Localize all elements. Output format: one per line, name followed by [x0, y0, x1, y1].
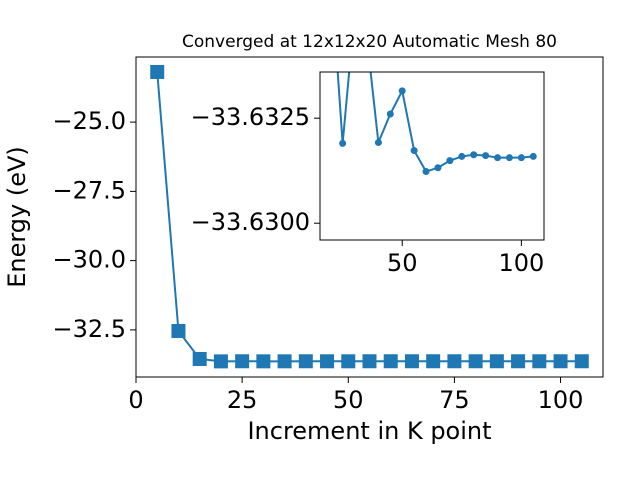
- marker: [529, 152, 537, 160]
- y-tick-label: −33.6300: [191, 208, 310, 236]
- marker: [553, 354, 568, 369]
- marker: [511, 354, 526, 369]
- data-layer: [336, 10, 537, 176]
- marker: [489, 354, 504, 369]
- y-tick-label: −32.5: [52, 315, 126, 343]
- marker: [386, 110, 394, 118]
- y-axis-label: Energy (eV): [3, 146, 31, 288]
- marker: [458, 152, 466, 160]
- x-tick-label: 100: [538, 386, 584, 414]
- marker: [517, 154, 525, 162]
- chart-title: Converged at 12x12x20 Automatic Mesh 80: [182, 32, 557, 52]
- marker: [374, 139, 382, 147]
- x-tick-label: 50: [333, 386, 364, 414]
- y-tick-label: −30.0: [52, 246, 126, 274]
- x-tick-label: 75: [439, 386, 470, 414]
- marker: [398, 87, 406, 95]
- x-tick-label: 100: [498, 249, 544, 277]
- x-tick-label: 50: [387, 249, 418, 277]
- plot-area: 50 100 −33.6325 −33.6300: [191, 10, 545, 277]
- marker: [505, 154, 513, 162]
- marker: [404, 354, 419, 369]
- marker: [482, 152, 490, 160]
- marker: [574, 354, 589, 369]
- y-tick-label: −33.6325: [191, 103, 310, 131]
- y-tick-label: −25.0: [52, 107, 126, 135]
- marker: [422, 168, 430, 176]
- marker: [434, 164, 442, 172]
- marker: [171, 324, 186, 339]
- marker: [446, 157, 454, 165]
- marker: [339, 139, 347, 147]
- marker: [410, 147, 418, 155]
- x-axis-label: Increment in K point: [247, 417, 491, 445]
- marker: [150, 64, 165, 79]
- marker: [341, 354, 356, 369]
- axes-frame: [135, 56, 604, 378]
- marker: [362, 354, 377, 369]
- marker: [277, 354, 292, 369]
- marker: [494, 154, 502, 162]
- x-tick-label: 25: [227, 386, 258, 414]
- marker: [320, 354, 335, 369]
- marker: [298, 354, 313, 369]
- marker: [426, 354, 441, 369]
- marker: [532, 354, 547, 369]
- marker: [447, 354, 462, 369]
- marker: [351, 10, 358, 17]
- marker: [235, 354, 250, 369]
- marker: [213, 354, 228, 369]
- marker: [383, 354, 398, 369]
- axes-frame: [319, 71, 545, 241]
- x-tick-label: 0: [128, 386, 143, 414]
- marker: [256, 354, 271, 369]
- data-layer: [150, 64, 589, 369]
- y-tick-label: −27.5: [52, 176, 126, 204]
- marker: [192, 351, 207, 366]
- marker: [468, 354, 483, 369]
- marker: [470, 151, 478, 159]
